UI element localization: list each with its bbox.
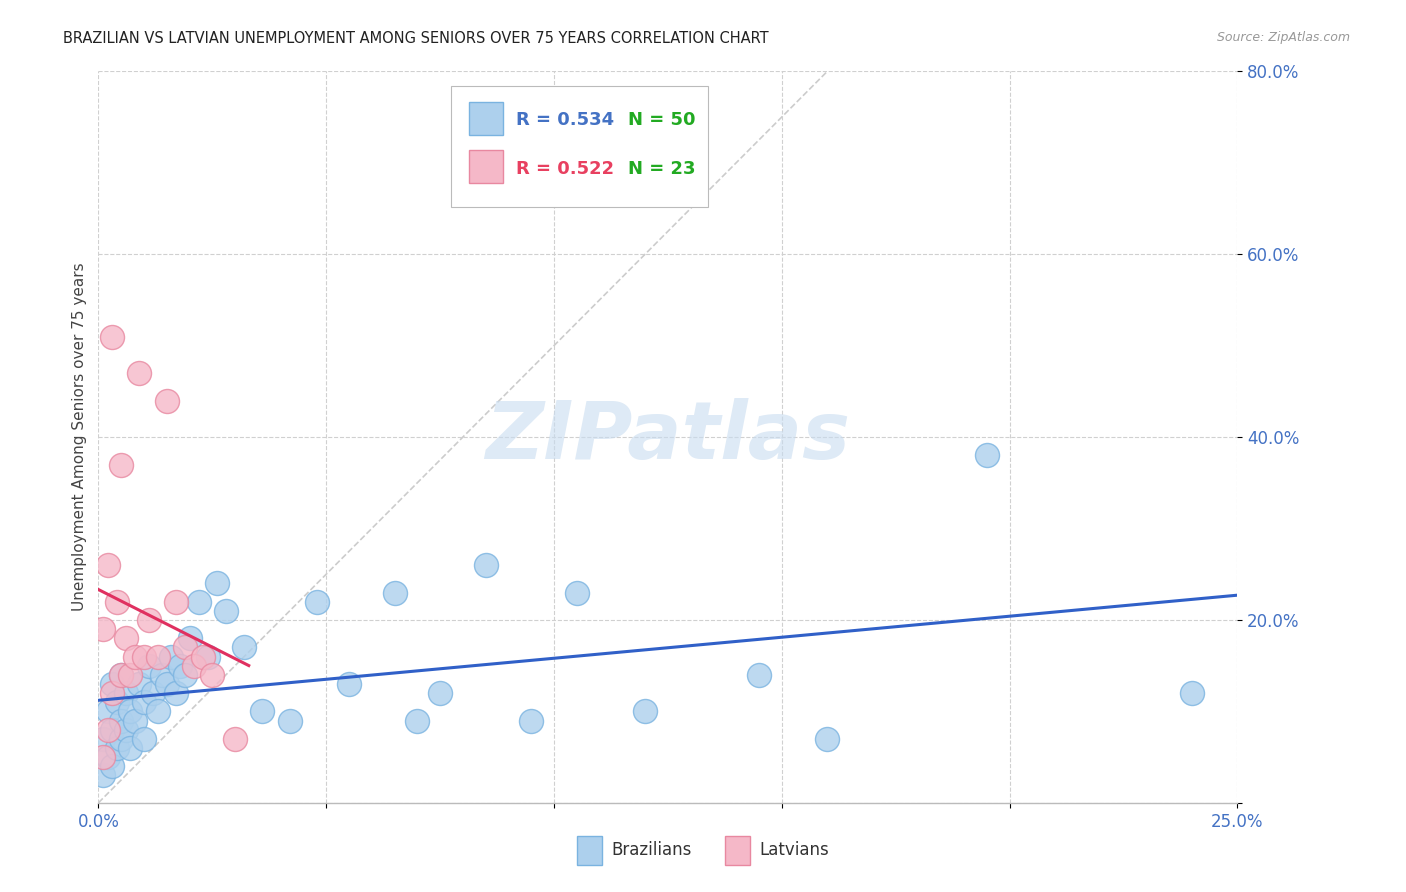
Point	[1181, 686, 1204, 700]
Point	[748, 667, 770, 681]
Point	[124, 714, 146, 728]
Point	[565, 585, 588, 599]
Point	[128, 366, 150, 380]
Point	[474, 558, 496, 573]
Point	[146, 649, 169, 664]
Point	[120, 667, 142, 681]
Point	[114, 723, 136, 737]
Point	[110, 714, 132, 728]
Point	[174, 667, 197, 681]
Point	[132, 731, 155, 746]
Point	[384, 585, 406, 599]
FancyBboxPatch shape	[451, 86, 707, 207]
Point	[174, 640, 197, 655]
FancyBboxPatch shape	[725, 836, 749, 865]
Point	[96, 723, 118, 737]
Point	[91, 622, 114, 636]
Point	[520, 714, 543, 728]
Point	[634, 705, 657, 719]
Point	[156, 393, 179, 408]
Point	[110, 667, 132, 681]
Point	[138, 658, 160, 673]
Point	[105, 740, 128, 755]
FancyBboxPatch shape	[468, 102, 503, 135]
Point	[101, 329, 124, 343]
Point	[165, 594, 187, 608]
Point	[215, 604, 238, 618]
Point	[233, 640, 256, 655]
Point	[124, 649, 146, 664]
Point	[252, 705, 274, 719]
Point	[105, 695, 128, 709]
Point	[114, 632, 136, 646]
Point	[156, 677, 179, 691]
Point	[307, 594, 329, 608]
Point	[150, 667, 173, 681]
Text: Source: ZipAtlas.com: Source: ZipAtlas.com	[1216, 31, 1350, 45]
Point	[429, 686, 451, 700]
Point	[201, 667, 224, 681]
Point	[101, 759, 124, 773]
Text: N = 50: N = 50	[628, 112, 696, 129]
FancyBboxPatch shape	[468, 151, 503, 183]
Point	[120, 740, 142, 755]
Point	[179, 632, 201, 646]
Point	[101, 686, 124, 700]
Point	[96, 705, 118, 719]
Point	[169, 658, 191, 673]
Point	[278, 714, 301, 728]
Point	[337, 677, 360, 691]
Text: Latvians: Latvians	[759, 841, 828, 859]
Point	[160, 649, 183, 664]
Text: N = 23: N = 23	[628, 160, 696, 178]
Point	[96, 558, 118, 573]
Point	[976, 448, 998, 462]
Point	[110, 458, 132, 472]
Point	[132, 695, 155, 709]
Y-axis label: Unemployment Among Seniors over 75 years: Unemployment Among Seniors over 75 years	[72, 263, 87, 611]
Point	[128, 677, 150, 691]
Point	[110, 731, 132, 746]
Text: Brazilians: Brazilians	[610, 841, 692, 859]
Point	[101, 723, 124, 737]
Point	[91, 731, 114, 746]
Point	[105, 594, 128, 608]
Text: BRAZILIAN VS LATVIAN UNEMPLOYMENT AMONG SENIORS OVER 75 YEARS CORRELATION CHART: BRAZILIAN VS LATVIAN UNEMPLOYMENT AMONG …	[63, 31, 769, 46]
Point	[110, 667, 132, 681]
Point	[197, 649, 219, 664]
Point	[91, 768, 114, 782]
Point	[406, 714, 429, 728]
Point	[205, 576, 228, 591]
Point	[224, 731, 246, 746]
Point	[91, 750, 114, 764]
Point	[101, 677, 124, 691]
Point	[142, 686, 165, 700]
Point	[183, 658, 205, 673]
Text: R = 0.522: R = 0.522	[516, 160, 614, 178]
Point	[132, 649, 155, 664]
Point	[815, 731, 838, 746]
Point	[96, 750, 118, 764]
Point	[146, 705, 169, 719]
Text: R = 0.534: R = 0.534	[516, 112, 614, 129]
Point	[138, 613, 160, 627]
Point	[193, 649, 215, 664]
Point	[114, 686, 136, 700]
FancyBboxPatch shape	[576, 836, 602, 865]
Point	[165, 686, 187, 700]
Text: ZIPatlas: ZIPatlas	[485, 398, 851, 476]
Point	[120, 705, 142, 719]
Point	[187, 594, 209, 608]
